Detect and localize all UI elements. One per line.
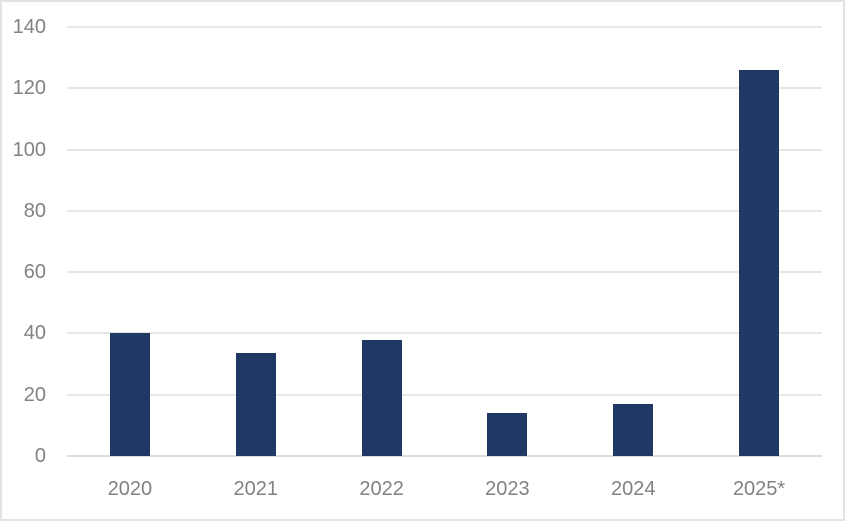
gridline: [67, 26, 822, 28]
x-axis-baseline: [67, 455, 822, 457]
y-tick-label: 140: [12, 16, 46, 38]
y-tick-label: 80: [23, 199, 46, 222]
y-tick-label: 60: [23, 261, 46, 284]
x-tick-label: 2023: [485, 478, 530, 500]
gridline: [67, 271, 822, 274]
x-tick-label: 2021: [233, 478, 279, 500]
y-tick-label: 100: [12, 138, 46, 161]
x-tick-label: 2020: [107, 478, 153, 500]
y-tick-label: 120: [12, 77, 46, 100]
gridline: [67, 209, 822, 212]
bar-2022: [361, 339, 402, 456]
y-tick-label: 20: [23, 383, 46, 406]
x-tick-label: 2024: [611, 478, 656, 500]
bar-2023: [487, 413, 528, 456]
gridline: [67, 87, 822, 90]
gridline: [67, 148, 822, 151]
bar-2025: [739, 69, 780, 456]
bar-2020: [109, 333, 150, 456]
bar-2021: [235, 353, 276, 456]
x-tick-label: 2025*: [732, 478, 786, 500]
gridline: [67, 332, 822, 335]
y-tick-label: 40: [23, 322, 46, 345]
bar-2024: [613, 403, 654, 456]
x-tick-label: 2022: [359, 478, 404, 500]
gridline: [67, 393, 822, 396]
y-tick-label: 0: [34, 445, 46, 467]
